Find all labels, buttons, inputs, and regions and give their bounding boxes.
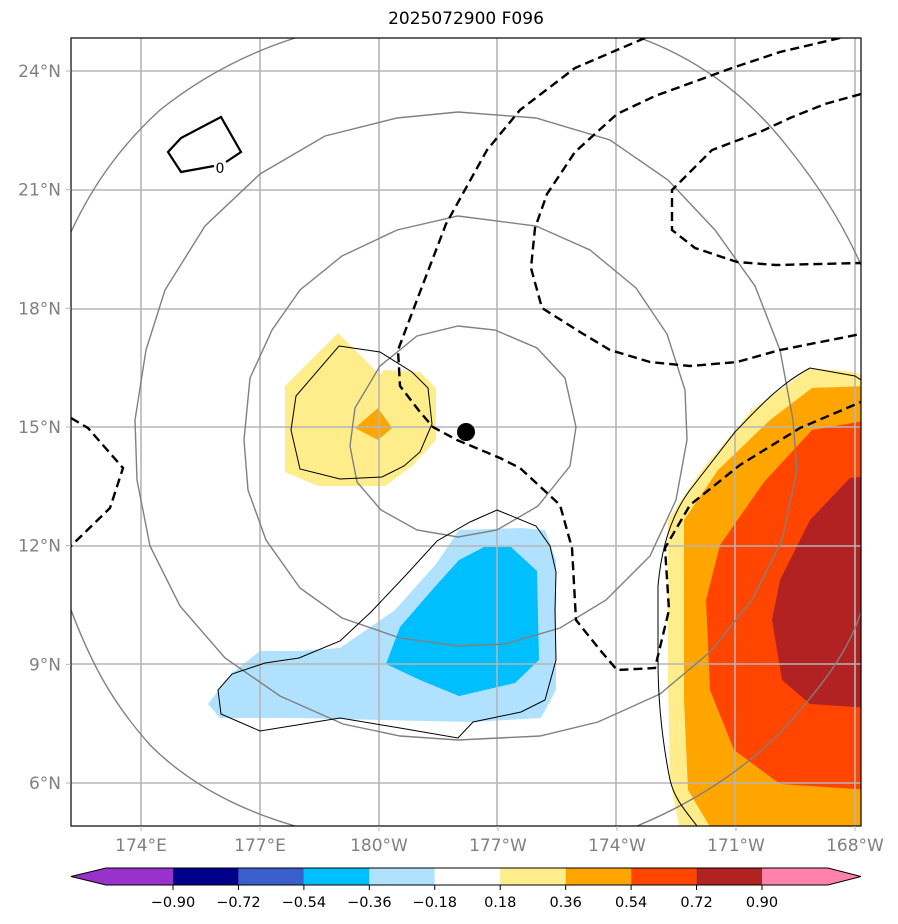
dashed-contour-northeast: [670, 92, 861, 267]
lat-tick-label: 24°N: [18, 62, 61, 82]
colorbar-tick-label: −0.18: [413, 895, 457, 911]
colorbar-tick-label: 0.18: [484, 895, 516, 911]
thin-contour-positive-center: [290, 345, 433, 480]
longitude-axis-labels: 174°E 177°E 180°W 177°W 174°W 171°W 168°W: [115, 826, 884, 856]
gray-contour-ring-3: [134, 111, 798, 741]
lon-tick-label: 171°W: [707, 836, 765, 856]
gray-contour-ring-1: [349, 325, 577, 538]
zero-contour-line: [166, 115, 243, 174]
colorbar-tick-label: 0.54: [615, 895, 647, 911]
lon-tick-label: 177°E: [234, 836, 286, 856]
colorbar-segment: [500, 868, 566, 885]
lat-tick-label: 21°N: [18, 181, 61, 201]
colorbar-tick-label: −0.54: [282, 895, 326, 911]
lat-tick-label: 18°N: [18, 299, 61, 319]
lon-tick-label: 177°W: [469, 836, 527, 856]
colorbar-segment: [434, 868, 501, 885]
dashed-contours: [71, 38, 861, 672]
colorbar-segment: [565, 868, 632, 885]
gray-contours: [71, 38, 861, 826]
zero-contour-label: 0: [216, 161, 225, 177]
colorbar-tick-label: −0.36: [347, 895, 391, 911]
thin-contour-positive-east: [657, 367, 861, 826]
thin-black-contours: [217, 345, 861, 826]
gray-contour-ring-4b: [71, 609, 296, 826]
fill-orange-diamond: [355, 408, 392, 440]
thin-contour-negative: [217, 509, 557, 739]
colorbar-outline: [70, 867, 862, 886]
plot-area: 0: [71, 38, 861, 826]
gridlines: [71, 38, 861, 826]
colorbar-extend-min: [71, 868, 173, 885]
colorbar-segment: [631, 868, 697, 885]
colorbar-segment: [173, 868, 239, 885]
gray-contour-ring-2: [243, 215, 688, 647]
colorbar-segment: [369, 868, 435, 885]
fill-deep-sky-blue-region: [386, 547, 539, 696]
colorbar-tick-label: 0.72: [680, 895, 712, 911]
fill-firebrick-region-east: [772, 476, 861, 708]
colorbar: −0.90 −0.72 −0.54 −0.36 −0.18 0.18 0.36 0.54 0.7…: [70, 867, 862, 911]
fill-yellow-region-center: [285, 333, 436, 486]
dashed-contour-mid: [529, 38, 861, 368]
gray-contour-ring-4d: [636, 611, 861, 826]
colorbar-tick-label: 0.90: [746, 895, 778, 911]
lat-tick-label: 12°N: [18, 537, 61, 557]
lat-tick-label: 9°N: [29, 655, 61, 675]
latitude-axis-labels: 24°N 21°N 18°N 15°N 12°N 9°N 6°N: [18, 62, 71, 794]
zero-contour-loop: 0: [166, 115, 243, 177]
lon-tick-label: 168°W: [826, 836, 884, 856]
lat-tick-label: 6°N: [29, 774, 61, 794]
dashed-contour-through-center: [396, 38, 861, 672]
colorbar-tick-label: −0.90: [151, 895, 195, 911]
storm-center-marker[interactable]: [457, 423, 475, 441]
colorbar-tick-label: −0.72: [216, 895, 260, 911]
lon-tick-label: 174°W: [588, 836, 646, 856]
gray-contour-ring-4: [71, 38, 296, 233]
map-title: 2025072900 F096: [388, 9, 544, 29]
colorbar-extend-max: [762, 868, 861, 885]
colorbar-tick-label: 0.36: [550, 895, 582, 911]
lat-tick-label: 15°N: [18, 418, 61, 438]
colorbar-segment: [696, 868, 762, 885]
dashed-contour-west: [71, 416, 125, 547]
colorbar-segment: [303, 868, 370, 885]
lon-tick-label: 180°W: [350, 836, 408, 856]
gray-contour-ring-4c: [639, 38, 861, 266]
lon-tick-label: 174°E: [115, 836, 167, 856]
colorbar-segment: [238, 868, 304, 885]
plot-frame: [70, 37, 862, 827]
